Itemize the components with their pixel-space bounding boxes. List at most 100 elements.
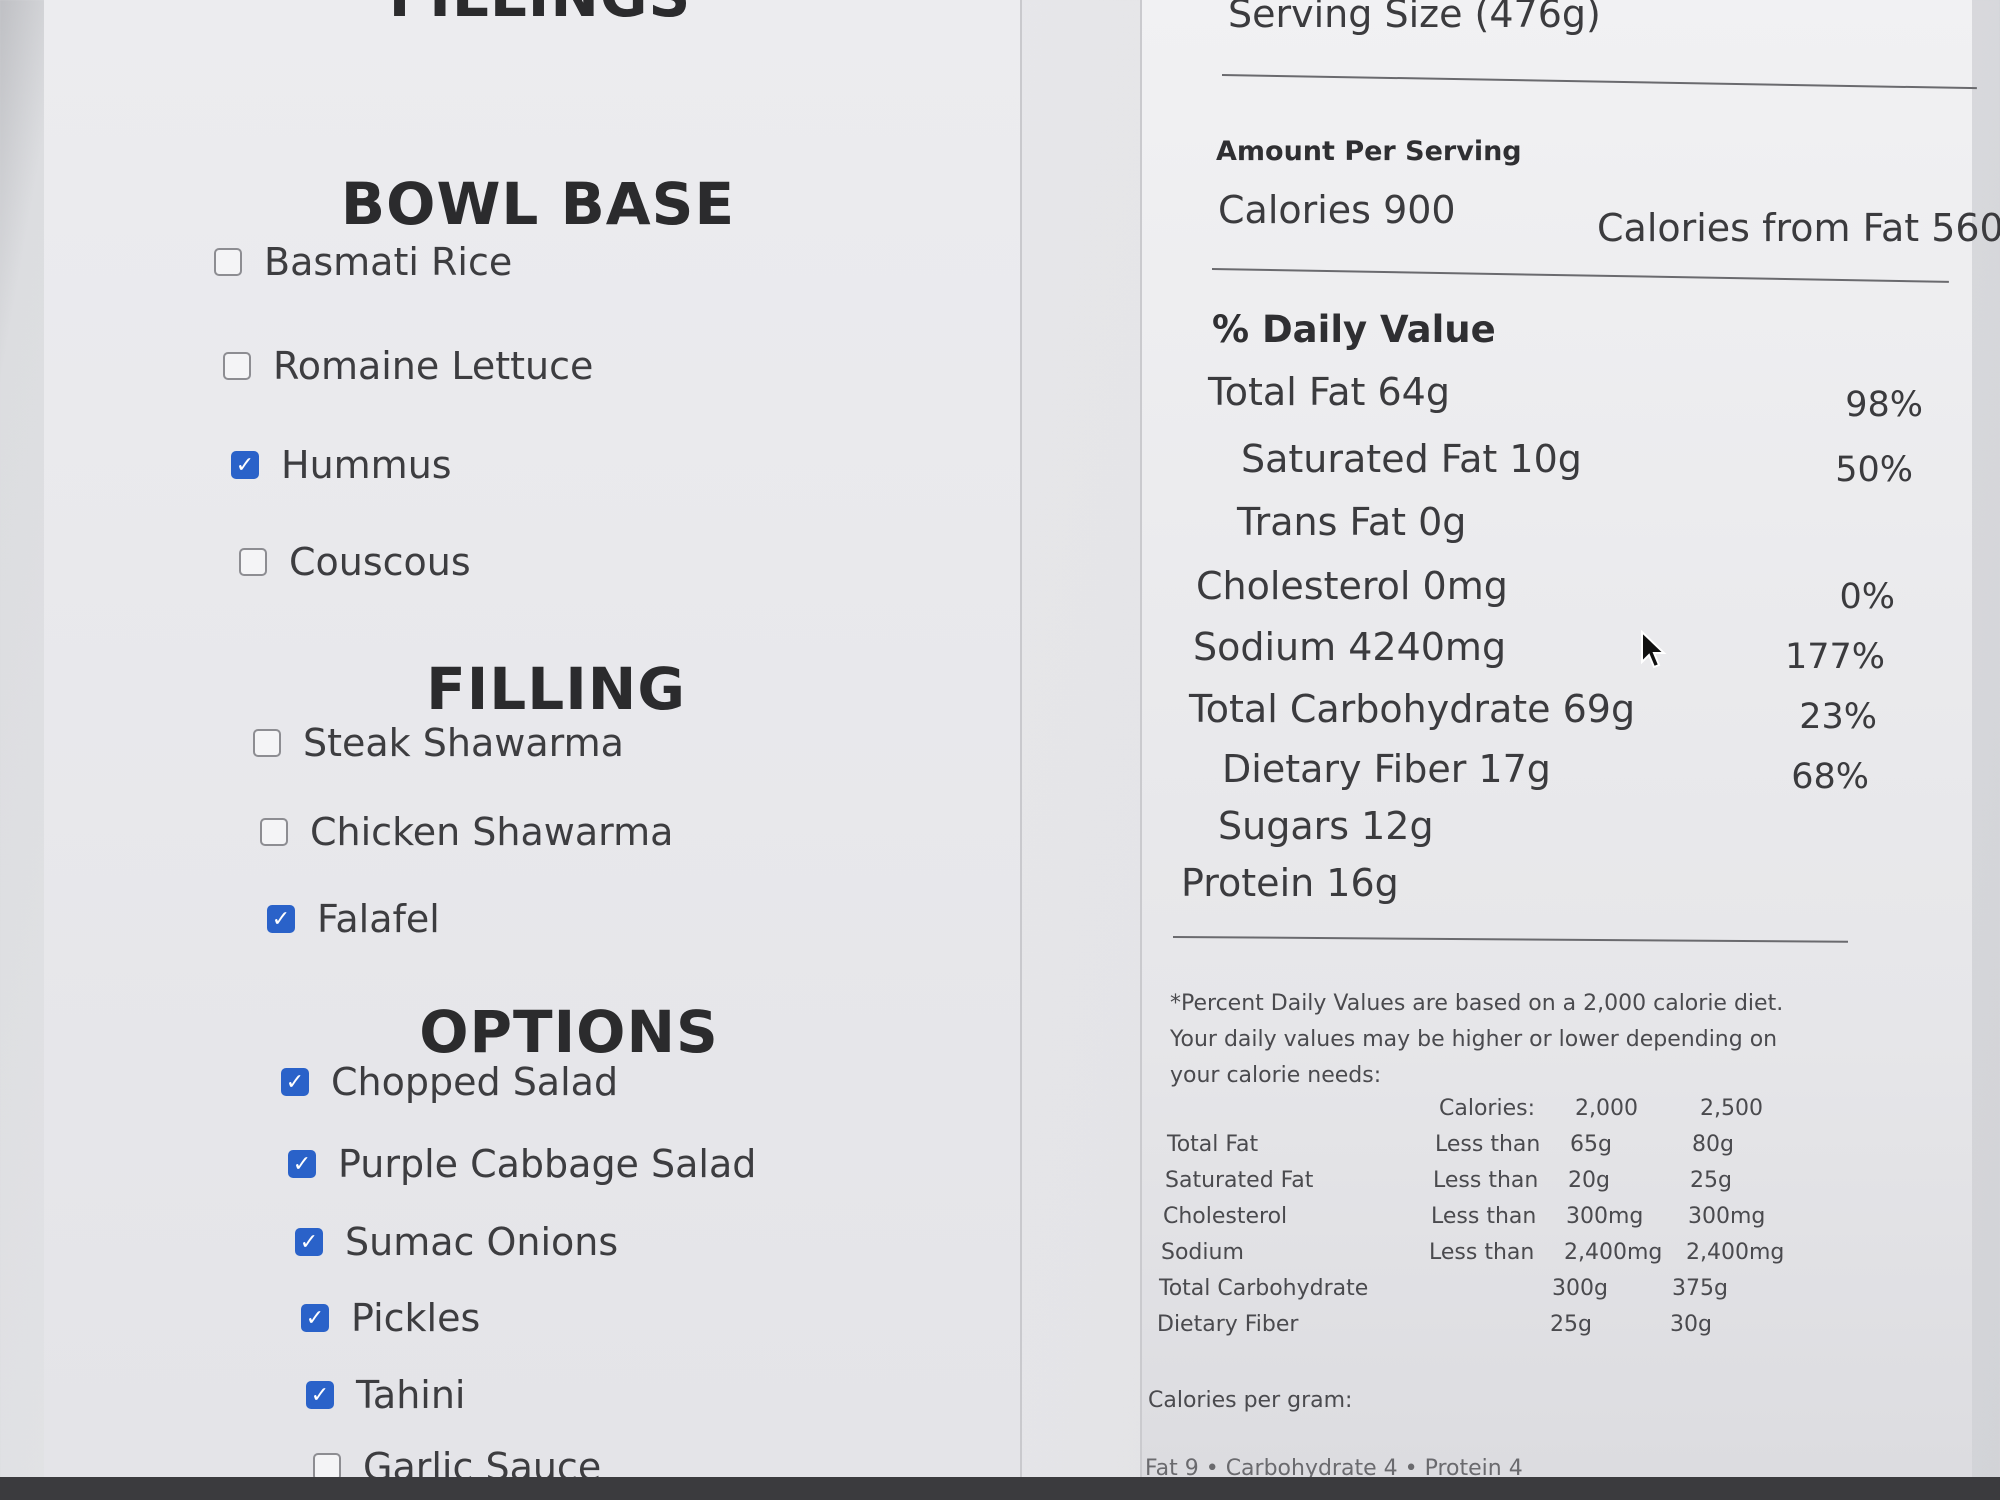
checkbox-icon[interactable]: ✓ <box>281 1068 309 1096</box>
option-label: Chopped Salad <box>331 1060 619 1104</box>
nutrient-label: Trans Fat 0g <box>1237 500 1467 544</box>
section-heading: FILLING <box>426 655 686 723</box>
daily-value-heading: % Daily Value <box>1212 308 1496 351</box>
option-label: Falafel <box>317 897 440 941</box>
option-label: Couscous <box>289 540 471 584</box>
option-label: Tahini <box>356 1373 466 1417</box>
checkbox-option[interactable]: Chicken Shawarma <box>260 810 673 854</box>
checkbox-option[interactable]: ✓ Tahini <box>306 1373 466 1417</box>
checkbox-option[interactable]: Couscous <box>239 540 471 584</box>
checkbox-icon[interactable]: ✓ <box>288 1150 316 1178</box>
dv-table-c1: 65g <box>1570 1132 1612 1157</box>
checkbox-icon[interactable] <box>239 548 267 576</box>
checkbox-icon[interactable] <box>313 1453 341 1481</box>
dv-table-c2: 80g <box>1692 1132 1734 1157</box>
dv-table-name: Saturated Fat <box>1165 1168 1314 1193</box>
checkmark-icon: ✓ <box>299 1229 319 1255</box>
dv-table-c1: 300mg <box>1566 1204 1644 1229</box>
dv-table-c2: 30g <box>1670 1312 1712 1337</box>
dv-table-c1: 2,400mg <box>1564 1240 1663 1265</box>
dv-table-qual: Less than <box>1435 1132 1541 1157</box>
calories-per-gram-values: Fat 9 • Carbohydrate 4 • Protein 4 <box>1145 1456 1523 1481</box>
serving-size: Serving Size (476g) <box>1228 0 1601 36</box>
checkbox-option[interactable]: ✓ Purple Cabbage Salad <box>288 1142 756 1186</box>
section-heading: BOWL BASE <box>340 170 736 238</box>
dv-table-c1: 300g <box>1552 1276 1608 1301</box>
option-label: Pickles <box>351 1296 481 1340</box>
dv-table-qual: Less than <box>1431 1204 1537 1229</box>
checkbox-option[interactable]: ✓ Falafel <box>267 897 440 941</box>
calories-per-gram: Calories per gram: <box>1148 1388 1353 1413</box>
nutrient-daily-value: 98% <box>1845 385 1923 425</box>
ingredients-panel <box>44 0 1022 1477</box>
checkmark-icon: ✓ <box>235 452 255 478</box>
dv-table-name: Sodium <box>1161 1240 1244 1265</box>
checkbox-icon[interactable]: ✓ <box>231 451 259 479</box>
checkbox-icon[interactable] <box>253 729 281 757</box>
section-heading: OPTIONS <box>419 998 719 1066</box>
dv-table-qual: Less than <box>1433 1168 1539 1193</box>
checkbox-option[interactable]: ✓ Pickles <box>301 1296 480 1340</box>
amount-per-serving: Amount Per Serving <box>1216 136 1522 167</box>
option-label: Purple Cabbage Salad <box>338 1142 757 1186</box>
calories: Calories 900 <box>1218 188 1456 232</box>
checkmark-icon: ✓ <box>292 1151 312 1177</box>
nutrient-label: Saturated Fat 10g <box>1241 437 1582 481</box>
checkbox-option[interactable]: Steak Shawarma <box>253 721 624 765</box>
mouse-pointer-icon <box>1640 629 1668 674</box>
checkbox-icon[interactable] <box>214 248 242 276</box>
nutrient-label: Cholesterol 0mg <box>1196 564 1508 608</box>
nutrient-label: Dietary Fiber 17g <box>1222 747 1551 791</box>
dv-table-name: Dietary Fiber <box>1157 1312 1299 1337</box>
checkbox-option[interactable]: Romaine Lettuce <box>223 344 593 388</box>
option-label: Chicken Shawarma <box>310 810 674 854</box>
checkmark-icon: ✓ <box>271 906 291 932</box>
dv-table-c1: 20g <box>1568 1168 1610 1193</box>
checkbox-icon[interactable] <box>260 818 288 846</box>
dv-table-name: Total Carbohydrate <box>1159 1276 1369 1301</box>
dv-table-qual: Less than <box>1429 1240 1535 1265</box>
nutrient-label: Sugars 12g <box>1218 804 1434 848</box>
option-label: Hummus <box>281 443 452 487</box>
dv-table-c2: 375g <box>1672 1276 1728 1301</box>
nutrient-daily-value: 68% <box>1791 757 1869 797</box>
checkbox-icon[interactable]: ✓ <box>295 1228 323 1256</box>
table-header-label: Calories: <box>1439 1096 1535 1121</box>
checkbox-option[interactable]: ✓ Chopped Salad <box>281 1060 618 1104</box>
nutrition-facts-panel <box>1140 0 1972 1477</box>
dv-table-c2: 2,400mg <box>1686 1240 1785 1265</box>
dv-table-c2: 300mg <box>1688 1204 1766 1229</box>
checkmark-icon: ✓ <box>310 1382 330 1408</box>
nutrient-label: Total Carbohydrate 69g <box>1189 687 1636 731</box>
nutrient-label: Sodium 4240mg <box>1193 625 1507 669</box>
checkbox-option[interactable]: ✓ Hummus <box>231 443 452 487</box>
dv-table-c1: 25g <box>1550 1312 1592 1337</box>
option-label: Romaine Lettuce <box>273 344 594 388</box>
nutrient-label: Protein 16g <box>1181 861 1399 905</box>
nutrient-daily-value: 50% <box>1835 450 1913 490</box>
checkbox-icon[interactable] <box>223 352 251 380</box>
dv-table-name: Cholesterol <box>1163 1204 1288 1229</box>
checkmark-icon: ✓ <box>305 1305 325 1331</box>
taskbar <box>0 1477 2000 1500</box>
checkmark-icon: ✓ <box>285 1069 305 1095</box>
dv-table-c2: 25g <box>1690 1168 1732 1193</box>
checkbox-option[interactable]: ✓ Sumac Onions <box>295 1220 618 1264</box>
footnote: *Percent Daily Values are based on a 2,0… <box>1170 991 1784 1088</box>
nutrient-daily-value: 23% <box>1799 697 1877 737</box>
table-header-2500: 2,500 <box>1700 1096 1763 1121</box>
option-label: Basmati Rice <box>264 240 513 284</box>
table-header-2000: 2,000 <box>1575 1096 1638 1121</box>
checkbox-icon[interactable]: ✓ <box>267 905 295 933</box>
checkbox-icon[interactable]: ✓ <box>306 1381 334 1409</box>
nutrient-daily-value: 0% <box>1839 577 1895 617</box>
calories-from-fat: Calories from Fat 560 <box>1597 206 2000 250</box>
dv-table-name: Total Fat <box>1167 1132 1259 1157</box>
option-label: Steak Shawarma <box>303 721 624 765</box>
checkbox-option[interactable]: Basmati Rice <box>214 240 512 284</box>
nutrient-label: Total Fat 64g <box>1208 370 1450 414</box>
checkbox-icon[interactable]: ✓ <box>301 1304 329 1332</box>
nutrient-daily-value: 177% <box>1784 637 1885 677</box>
option-label: Sumac Onions <box>345 1220 619 1264</box>
